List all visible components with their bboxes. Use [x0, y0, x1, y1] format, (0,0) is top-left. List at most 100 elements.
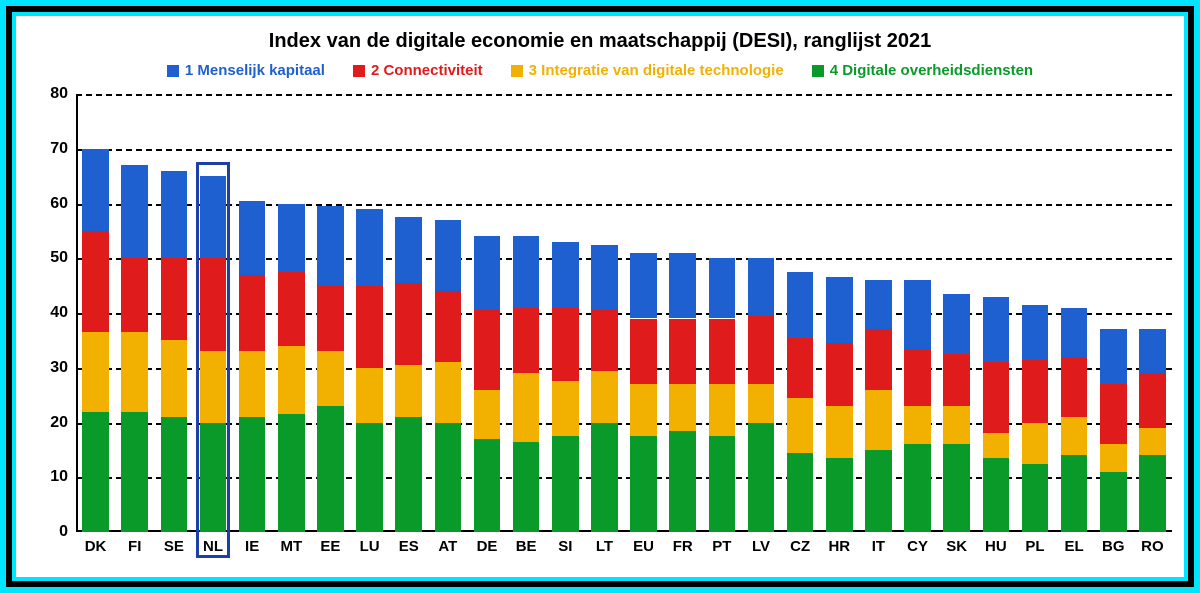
x-tick-label: SE	[164, 538, 184, 555]
bar-segment	[983, 433, 1010, 458]
bar-segment	[591, 310, 618, 370]
bar-segment	[1100, 329, 1127, 384]
x-tick-label: PT	[712, 538, 731, 555]
bar-segment	[787, 272, 814, 338]
bar-segment	[82, 231, 109, 332]
bar-segment	[1022, 360, 1049, 423]
bar-segment	[552, 242, 579, 308]
x-tick-label: IT	[872, 538, 885, 555]
grid-line	[76, 94, 1172, 96]
legend-item: 3 Integratie van digitale technologie	[511, 62, 784, 79]
chart-frame: Index van de digitale economie en maatsc…	[12, 12, 1188, 581]
bar-segment	[669, 384, 696, 431]
bar-segment	[239, 275, 266, 352]
bar-segment	[748, 316, 775, 384]
bar-segment	[943, 444, 970, 532]
outer-frame: Index van de digitale economie en maatsc…	[0, 0, 1200, 593]
bar-segment	[630, 384, 657, 436]
bar-segment	[865, 329, 892, 389]
legend-item: 4 Digitale overheidsdiensten	[812, 62, 1033, 79]
y-tick-label: 50	[50, 249, 68, 267]
bar-segment	[630, 253, 657, 319]
x-tick-label: SK	[946, 538, 967, 555]
bar-segment	[82, 149, 109, 231]
x-tick-label: BG	[1102, 538, 1125, 555]
bar-segment	[1139, 455, 1166, 532]
bar-segment	[513, 442, 540, 532]
bar-segment	[435, 362, 462, 422]
bar-segment	[356, 209, 383, 286]
bar-segment	[356, 423, 383, 533]
bar-segment	[161, 258, 188, 340]
bar-segment	[1061, 357, 1088, 417]
bar-segment	[161, 171, 188, 259]
bar-segment	[1100, 444, 1127, 471]
bar-segment	[865, 390, 892, 450]
bar-segment	[395, 417, 422, 532]
y-tick-label: 60	[50, 195, 68, 213]
bar-group	[121, 165, 148, 532]
legend-item: 1 Menselijk kapitaal	[167, 62, 325, 79]
bar-group	[239, 201, 266, 532]
bar-segment	[513, 236, 540, 307]
x-tick-label: LU	[360, 538, 380, 555]
bar-group	[943, 294, 970, 532]
bar-segment	[121, 258, 148, 332]
bar-segment	[709, 258, 736, 318]
bar-segment	[669, 319, 696, 385]
bar-group	[826, 277, 853, 532]
bar-segment	[826, 343, 853, 406]
bar-segment	[669, 431, 696, 532]
legend-label: 4 Digitale overheidsdiensten	[830, 62, 1033, 79]
bar-group	[395, 217, 422, 532]
bar-group	[591, 245, 618, 532]
bar-segment	[278, 204, 305, 272]
bar-segment	[474, 310, 501, 389]
bar-segment	[1022, 464, 1049, 532]
bar-group	[474, 236, 501, 532]
bar-segment	[826, 458, 853, 532]
bar-group	[709, 258, 736, 532]
bar-segment	[983, 297, 1010, 363]
bar-segment	[1139, 329, 1166, 373]
bar-segment	[865, 450, 892, 532]
bar-group	[356, 209, 383, 532]
bar-segment	[943, 354, 970, 406]
bar-segment	[826, 277, 853, 343]
bar-group	[513, 236, 540, 532]
x-tick-label: EL	[1065, 538, 1084, 555]
bar-group	[1061, 308, 1088, 532]
bar-segment	[748, 384, 775, 422]
x-tick-label: AT	[438, 538, 457, 555]
bar-segment	[1139, 428, 1166, 455]
bar-group	[82, 149, 109, 532]
bar-segment	[356, 286, 383, 368]
bar-segment	[904, 280, 931, 348]
bar-segment	[591, 245, 618, 311]
bar-group	[630, 253, 657, 532]
bar-segment	[278, 414, 305, 532]
bar-segment	[787, 453, 814, 532]
x-tick-label: NL	[203, 538, 223, 555]
legend-item: 2 Connectiviteit	[353, 62, 483, 79]
bar-segment	[278, 272, 305, 346]
bar-segment	[435, 291, 462, 362]
bar-segment	[200, 176, 227, 258]
bar-segment	[904, 444, 931, 532]
bar-segment	[1022, 305, 1049, 360]
bar-segment	[317, 406, 344, 532]
legend-swatch	[511, 65, 523, 77]
bar-segment	[121, 412, 148, 532]
bar-segment	[1139, 373, 1166, 428]
y-axis	[76, 94, 78, 532]
bar-segment	[82, 332, 109, 411]
x-tick-label: CY	[907, 538, 928, 555]
chart-legend: 1 Menselijk kapitaal 2 Connectiviteit 3 In…	[16, 62, 1184, 81]
bar-segment	[278, 346, 305, 414]
bar-segment	[591, 371, 618, 423]
x-tick-label: IE	[245, 538, 259, 555]
bar-segment	[1061, 308, 1088, 357]
bar-segment	[787, 398, 814, 453]
bar-segment	[1022, 423, 1049, 464]
bar-segment	[395, 283, 422, 365]
